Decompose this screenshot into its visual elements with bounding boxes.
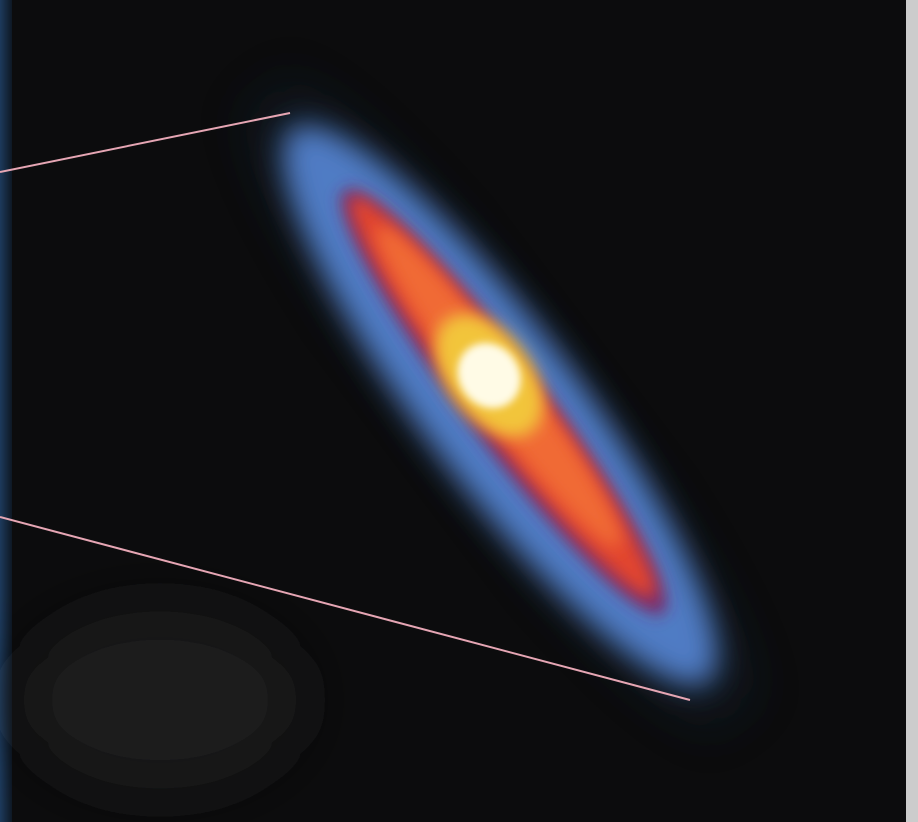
left-edge xyxy=(0,0,12,822)
core xyxy=(457,343,521,409)
galaxy xyxy=(266,99,734,711)
pointer-line xyxy=(0,112,291,173)
pointer-line xyxy=(0,516,691,701)
haze xyxy=(20,610,300,790)
right-edge xyxy=(906,0,918,822)
